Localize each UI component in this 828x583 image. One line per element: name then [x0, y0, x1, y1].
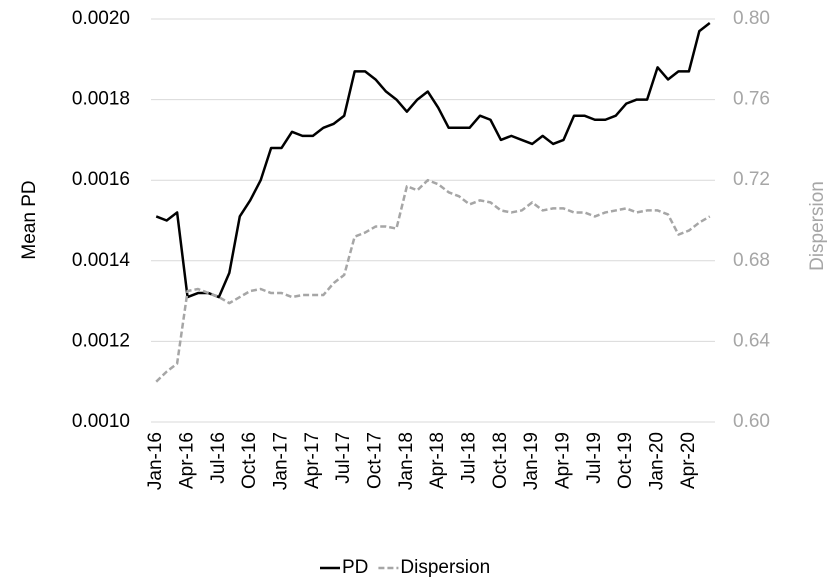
- y-tick-label: 0.0018: [72, 89, 130, 110]
- x-tick-label: Jan-17: [271, 432, 292, 490]
- y-tick-label: 0.0020: [72, 8, 130, 29]
- x-tick-label: Apr-17: [302, 432, 323, 489]
- x-tick-label: Oct-16: [239, 432, 260, 489]
- y2-tick-label: 0.76: [733, 89, 770, 110]
- y-tick-label: 0.0010: [72, 411, 130, 432]
- series-line: [155, 178, 711, 383]
- legend-label: Dispersion: [400, 557, 490, 578]
- legend-label: PD: [342, 557, 368, 578]
- y2-tick-label: 0.68: [733, 250, 770, 271]
- y2-tick-label: 0.64: [733, 330, 770, 351]
- y2-tick-label: 0.80: [733, 8, 770, 29]
- x-tick-label: Apr-20: [678, 432, 699, 489]
- y-tick-label: 0.0014: [72, 250, 131, 271]
- y-tick-label: 0.0012: [72, 330, 130, 351]
- y2-tick-label: 0.60: [733, 411, 770, 432]
- series-line: [155, 22, 711, 299]
- y2-tick-label: 0.72: [733, 169, 770, 190]
- x-tick-label: Jul-17: [333, 432, 354, 484]
- x-tick-label: Jul-16: [208, 432, 229, 484]
- x-tick-label: Jan-18: [396, 432, 417, 490]
- x-tick-label: Oct-18: [490, 432, 511, 489]
- x-tick-label: Apr-18: [427, 432, 448, 489]
- y-tick-label: 0.0016: [72, 169, 130, 190]
- x-tick-label: Jul-18: [459, 432, 480, 484]
- y-axis-title: Mean PD: [19, 180, 40, 259]
- x-tick-label: Jan-19: [521, 432, 542, 490]
- x-tick-label: Jul-19: [584, 432, 605, 484]
- x-tick-label: Oct-17: [365, 432, 386, 489]
- x-tick-label: Jan-20: [647, 432, 668, 490]
- x-tick-label: Apr-19: [553, 432, 574, 489]
- x-tick-label: Apr-16: [177, 432, 198, 489]
- x-tick-label: Oct-19: [615, 432, 636, 489]
- y2-axis-title: Dispersion: [807, 181, 828, 271]
- x-tick-label: Jan-16: [145, 432, 166, 490]
